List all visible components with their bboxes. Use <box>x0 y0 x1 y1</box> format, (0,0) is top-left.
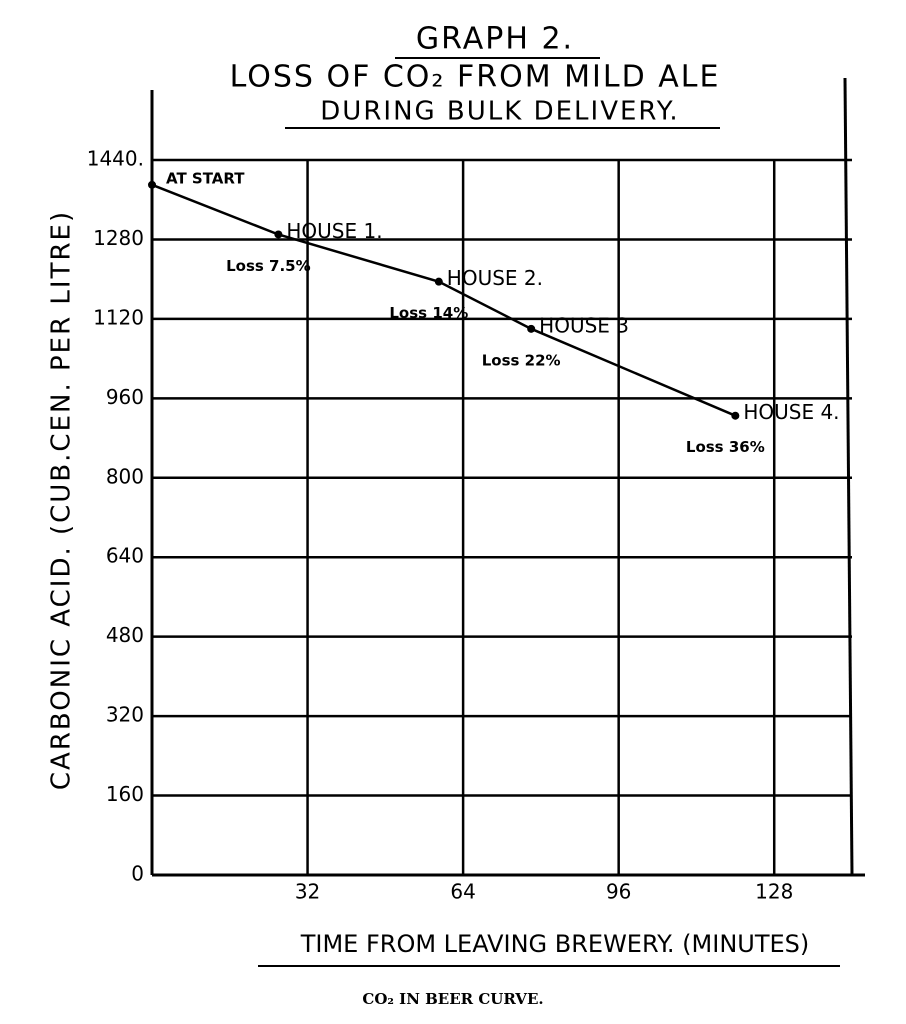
loss-label: Loss 14% <box>389 304 468 322</box>
loss-label: Loss 7.5% <box>226 257 311 275</box>
y-tick-label: 160 <box>106 782 144 806</box>
chart-title: GRAPH 2. <box>416 22 574 57</box>
point-label: HOUSE 2. <box>447 266 543 290</box>
point-label: HOUSE 3 <box>539 313 629 337</box>
y-tick-label: 0 <box>131 862 144 886</box>
data-line <box>151 183 736 417</box>
x-tick-label: 64 <box>450 880 475 904</box>
point-label: HOUSE 4. <box>743 400 839 424</box>
data-point <box>731 411 740 420</box>
x-tick-label: 96 <box>606 880 631 904</box>
x-axis-label: TIME FROM LEAVING BREWERY. (MINUTES) <box>300 930 810 958</box>
point-label: HOUSE 1. <box>286 219 382 243</box>
y-tick-label: 1280 <box>93 226 144 250</box>
y-tick-label: 800 <box>106 464 144 488</box>
x-tick-label: 128 <box>755 880 793 904</box>
right-border <box>843 77 854 876</box>
loss-label: Loss 36% <box>686 438 765 456</box>
x-tick-label: 32 <box>295 880 320 904</box>
point-label: AT START <box>166 169 245 187</box>
y-tick-label: 480 <box>106 623 144 647</box>
y-tick-label: 960 <box>106 385 144 409</box>
y-tick-label: 1120 <box>93 305 144 329</box>
caption: CO₂ IN BEER CURVE. <box>362 990 543 1008</box>
chart-subtitle: LOSS OF CO₂ FROM MILD ALE <box>230 60 721 95</box>
y-axis-label: CARBONIC ACID. (CUB.CEN. PER LITRE) <box>47 210 77 790</box>
data-point <box>527 324 536 333</box>
chart-subtitle: DURING BULK DELIVERY. <box>320 97 679 127</box>
data-point <box>434 277 443 286</box>
data-point <box>274 230 283 239</box>
y-tick-label: 1440. <box>87 147 144 171</box>
data-point <box>148 180 156 189</box>
y-tick-label: 320 <box>106 703 144 727</box>
loss-label: Loss 22% <box>482 351 561 369</box>
y-tick-label: 640 <box>106 544 144 568</box>
